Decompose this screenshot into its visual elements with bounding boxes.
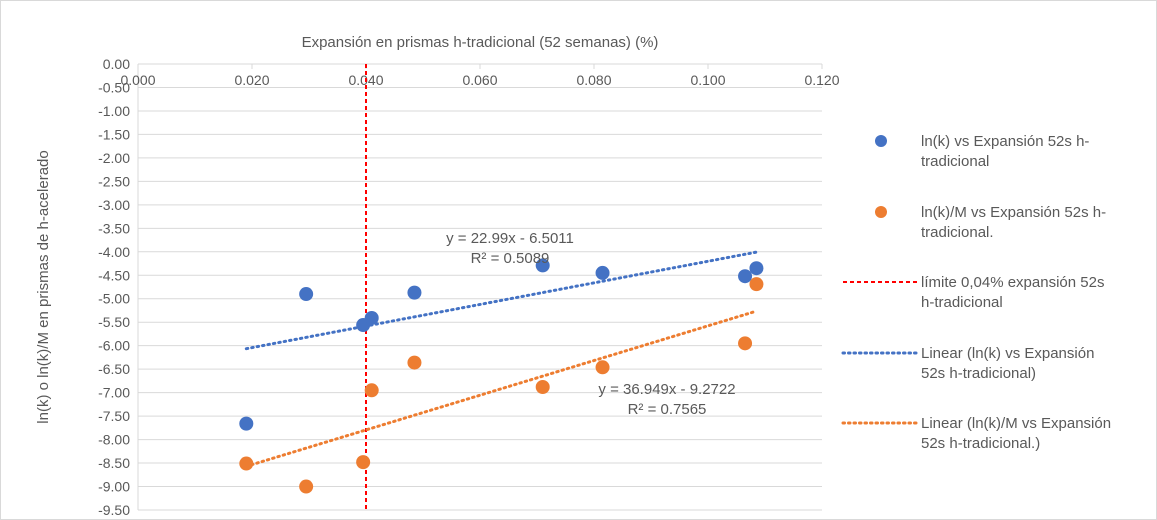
y-tick-label: -8.50 [98, 455, 130, 471]
data-point-series-1 [535, 258, 550, 273]
legend-label: 52s h-tradicional.) [921, 435, 1040, 452]
legend-label: límite 0,04% expansión 52s [921, 274, 1104, 291]
legend-entry: límite 0,04% expansión 52s h-tradicional [843, 274, 1104, 311]
grid-lines [137, 63, 822, 511]
legend-entry: ln(k)/M vs Expansión 52s h-tradicional. [875, 204, 1106, 241]
data-point-series-1 [749, 261, 764, 276]
data-point-series-2 [239, 456, 254, 471]
y-tick-label: -9.50 [98, 502, 130, 518]
data-point-series-2 [299, 479, 314, 494]
data-point-series-1 [595, 265, 610, 280]
legend-entry: ln(k) vs Expansión 52s h-tradicional [875, 133, 1089, 170]
y-tick-label: -3.50 [98, 220, 130, 236]
y-axis-ticks: 0.00 -0.50 -1.00 -1.50 -2.00 -2.50 -3.00 -3.50 -… [98, 56, 130, 518]
y-tick-label: -2.00 [98, 150, 130, 166]
trendline-2 [244, 309, 758, 468]
legend-label: ln(k)/M vs Expansión 52s h- [921, 204, 1106, 221]
legend-label: Linear (ln(k) vs Expansión [921, 345, 1094, 362]
chart-title: Expansión en prismas h-tradicional (52 s… [302, 34, 659, 51]
data-point-series-2 [595, 360, 610, 375]
data-point-series-2 [738, 336, 753, 351]
trendlines-group [244, 250, 758, 468]
x-tick-label: 0.060 [462, 72, 497, 88]
y-tick-label: -7.50 [98, 408, 130, 424]
x-tick-label: 0.100 [690, 72, 725, 88]
y-tick-label: -0.50 [98, 79, 130, 95]
data-point-series-2 [407, 355, 422, 370]
trendline-1 [244, 250, 758, 351]
y-tick-label: -2.50 [98, 173, 130, 189]
legend-marker [875, 206, 887, 218]
trendline-equations: y = 22.99x - 6.5011 R² = 0.5089 y = 36.949… [446, 230, 735, 418]
data-point-series-1 [239, 416, 254, 431]
data-points-group [239, 258, 764, 494]
data-point-series-2 [535, 379, 550, 394]
legend: ln(k) vs Expansión 52s h-tradicionalln(k… [841, 133, 1111, 452]
trendline-equation-1: y = 22.99x - 6.5011 [446, 230, 574, 247]
y-tick-label: -4.50 [98, 267, 130, 283]
data-point-series-1 [407, 285, 422, 300]
y-tick-label: -1.00 [98, 103, 130, 119]
trendline-r2-2: R² = 0.7565 [628, 401, 707, 418]
data-point-series-1 [738, 269, 753, 284]
y-axis-label: ln(k) o ln(k)/M en prismas de h-acelerad… [35, 150, 52, 423]
legend-label: 52s h-tradicional) [921, 365, 1036, 382]
x-tick-label: 0.020 [234, 72, 269, 88]
y-tick-label: -9.00 [98, 479, 130, 495]
y-tick-label: -4.00 [98, 244, 130, 260]
trendline-equation-2: y = 36.949x - 9.2722 [598, 381, 735, 398]
y-tick-label: 0.00 [103, 56, 130, 72]
legend-entry: Linear (ln(k) vs Expansión 52s h-tradicio… [841, 345, 1094, 382]
data-point-series-1 [299, 287, 314, 302]
x-tick-label: 0.120 [804, 72, 839, 88]
legend-label: h-tradicional [921, 294, 1003, 311]
x-tick-label: 0.080 [576, 72, 611, 88]
trendline-r2-1: R² = 0.5089 [471, 250, 550, 267]
y-tick-label: -6.50 [98, 361, 130, 377]
y-tick-label: -3.00 [98, 197, 130, 213]
data-point-series-2 [356, 455, 371, 470]
legend-marker [875, 135, 887, 147]
y-tick-label: -1.50 [98, 126, 130, 142]
y-tick-label: -8.00 [98, 432, 130, 448]
legend-entry: Linear (ln(k)/M vs Expansión 52s h-tradic… [841, 415, 1111, 452]
data-point-series-1 [364, 310, 379, 325]
legend-label: Linear (ln(k)/M vs Expansión [921, 415, 1111, 432]
legend-label: tradicional [921, 153, 989, 170]
legend-label: ln(k) vs Expansión 52s h- [921, 133, 1089, 150]
legend-label: tradicional. [921, 224, 994, 241]
x-tick-label: 0.000 [120, 72, 155, 88]
data-point-series-2 [749, 277, 764, 292]
y-tick-label: -5.00 [98, 291, 130, 307]
y-tick-label: -5.50 [98, 314, 130, 330]
data-point-series-2 [364, 383, 379, 398]
y-tick-label: -6.00 [98, 338, 130, 354]
y-tick-label: -7.00 [98, 385, 130, 401]
